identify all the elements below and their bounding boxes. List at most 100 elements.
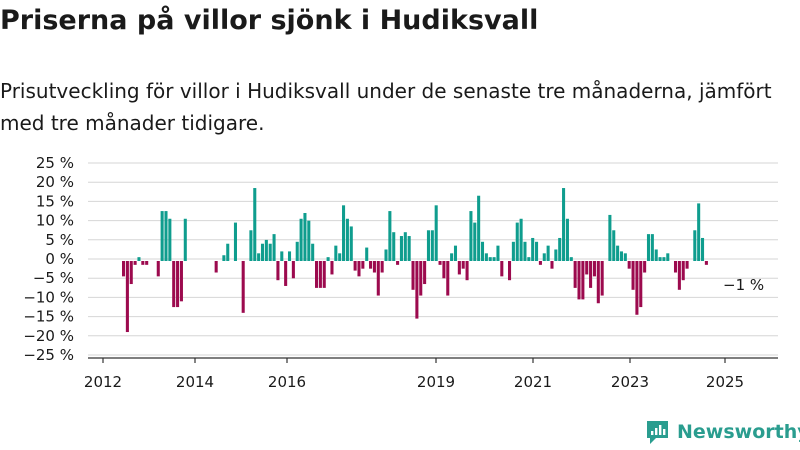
bar	[330, 261, 334, 275]
bar	[477, 195, 481, 261]
bar	[399, 236, 403, 261]
bar	[480, 241, 485, 261]
bar	[612, 230, 616, 261]
bar	[376, 261, 380, 296]
chart-subtitle: Prisutveckling för villor i Hudiksvall u…	[0, 79, 772, 135]
bar	[295, 241, 299, 261]
x-tick-label: 2016	[268, 373, 306, 391]
bar	[338, 253, 342, 261]
bar	[372, 261, 376, 273]
bars	[122, 188, 708, 333]
bar	[619, 251, 623, 261]
bar	[160, 211, 164, 261]
bar	[581, 261, 585, 300]
bar	[272, 234, 276, 261]
bar	[257, 253, 261, 261]
newsworthy-wordmark: Newsworthy	[677, 421, 800, 443]
x-tick-label: 2023	[611, 373, 649, 391]
bar	[650, 234, 654, 261]
bar	[430, 230, 434, 261]
bar	[253, 188, 257, 261]
bar	[569, 257, 573, 261]
bar	[168, 218, 172, 261]
chart-title: Priserna på villor sjönk i Hudiksvall	[0, 5, 539, 36]
bar	[592, 261, 596, 277]
bar	[558, 237, 562, 261]
x-tick-label: 2014	[176, 373, 214, 391]
bar	[353, 261, 357, 271]
y-axis-ticks: 25 %20 %15 % 10 %5 %0 %−5 %−10 % −15 %−20 …	[23, 154, 74, 364]
bar	[627, 261, 631, 269]
bar	[701, 237, 705, 261]
bar	[380, 261, 384, 273]
bar	[573, 261, 577, 288]
bar	[535, 241, 539, 261]
bar	[453, 245, 458, 261]
bar	[469, 211, 473, 261]
bar	[407, 236, 411, 261]
bar	[519, 218, 523, 261]
bar	[677, 261, 681, 290]
bar	[287, 251, 292, 261]
bar	[396, 261, 400, 265]
bar	[318, 261, 322, 288]
bar	[426, 230, 430, 261]
bar	[249, 230, 253, 261]
bar	[357, 261, 361, 277]
bar	[635, 261, 639, 315]
x-tick-label: 2021	[514, 373, 552, 391]
bar	[465, 261, 469, 281]
bar	[461, 261, 465, 269]
newsworthy-icon	[647, 420, 668, 444]
bar	[137, 257, 141, 261]
bar	[125, 261, 129, 333]
y-tick-label: 5 %	[45, 231, 74, 249]
bar	[183, 218, 187, 261]
bar	[538, 261, 542, 265]
y-tick-label: 20 %	[36, 173, 74, 191]
last-value-annotation: −1 %	[723, 276, 764, 294]
bar	[457, 261, 461, 275]
bar	[349, 226, 353, 261]
bar	[654, 249, 658, 261]
bar	[214, 261, 218, 273]
x-tick-label: 2025	[706, 373, 744, 391]
bar	[596, 261, 600, 304]
bar	[685, 261, 689, 269]
bar	[342, 205, 346, 261]
y-tick-label: 15 %	[36, 192, 74, 210]
bar	[531, 237, 535, 261]
bar	[511, 241, 515, 261]
y-tick-label: 0 %	[45, 250, 74, 268]
bar	[442, 261, 446, 279]
bar	[623, 253, 627, 261]
y-tick-label: 25 %	[36, 154, 74, 172]
bar	[141, 261, 145, 265]
bar	[546, 245, 550, 261]
y-tick-label: −10 %	[23, 288, 74, 306]
y-tick-label: −15 %	[23, 308, 74, 326]
bar	[226, 243, 230, 261]
bar	[500, 261, 504, 277]
bar	[446, 261, 450, 296]
bar	[334, 245, 338, 261]
bar	[484, 253, 488, 261]
bar	[662, 257, 666, 261]
bar	[554, 249, 558, 261]
bar	[577, 261, 581, 300]
bar	[639, 261, 643, 308]
bar	[315, 261, 319, 288]
bar	[565, 218, 569, 261]
bar	[523, 241, 527, 261]
bar	[450, 253, 454, 261]
bar	[697, 203, 701, 261]
bar	[673, 261, 678, 273]
bar	[369, 261, 373, 269]
bar	[299, 218, 303, 261]
bar	[496, 245, 500, 261]
bar	[415, 261, 419, 319]
x-axis-ticks: 2012 2014 2016 2019 2021 2023 2025	[84, 358, 744, 391]
bar	[145, 261, 149, 265]
x-tick-label: 2012	[84, 373, 122, 391]
bar	[658, 257, 662, 261]
